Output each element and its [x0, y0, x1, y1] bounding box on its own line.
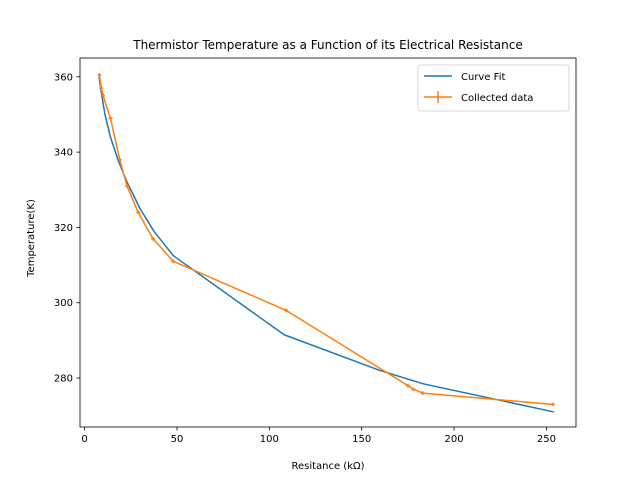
legend-label: Curve Fit	[461, 72, 505, 83]
y-tick-label: 360	[54, 72, 73, 83]
axes-frame	[79, 57, 577, 428]
axes: 0 50 100 150 200 250 280 300 320 340 360	[54, 57, 577, 445]
x-axis-label: Resitance (kΩ)	[291, 461, 364, 472]
y-tick-label: 300	[54, 298, 73, 309]
x-tick-label: 0	[81, 434, 87, 445]
legend: Curve Fit Collected data	[417, 64, 570, 112]
chart-title: Thermistor Temperature as a Function of …	[132, 38, 523, 52]
plot-area	[97, 73, 555, 413]
x-tick-label: 150	[352, 434, 371, 445]
x-tick-label: 50	[171, 434, 184, 445]
legend-box	[417, 64, 570, 112]
x-tick-label: 100	[260, 434, 279, 445]
x-tick-label: 250	[537, 434, 556, 445]
y-tick-label: 320	[54, 223, 73, 234]
x-tick-label: 200	[445, 434, 464, 445]
curve-fit-line	[98, 76, 554, 413]
y-axis-label: Temperature(K)	[26, 199, 37, 278]
legend-label: Collected data	[461, 93, 533, 104]
y-tick-label: 340	[54, 148, 73, 159]
y-tick-label: 280	[54, 374, 73, 385]
